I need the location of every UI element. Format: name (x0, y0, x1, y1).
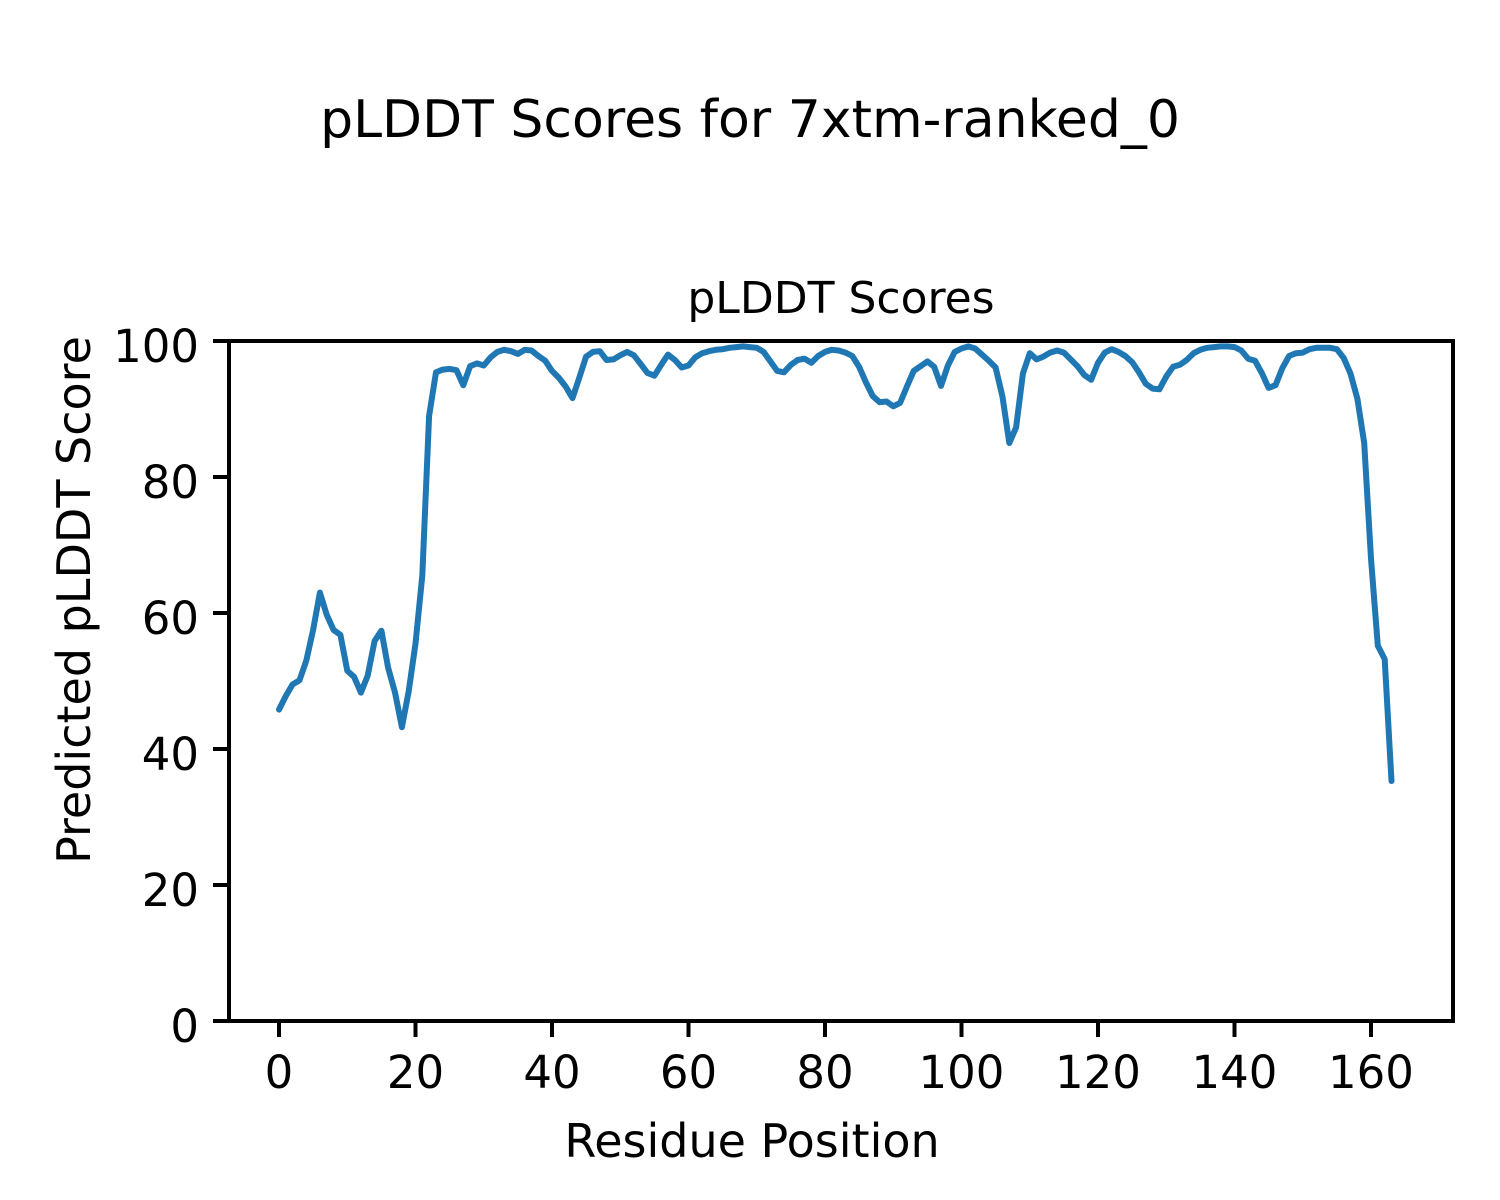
figure-title: pLDDT Scores for 7xtm-ranked_0 (320, 90, 1180, 150)
axes-frame (227, 339, 1455, 1023)
x-tick-label: 80 (796, 1046, 854, 1099)
axes-title: pLDDT Scores (687, 273, 995, 324)
x-tick-label: 160 (1328, 1046, 1414, 1099)
x-tick-label: 100 (918, 1046, 1005, 1099)
tick-marks (213, 339, 1373, 1037)
y-tick-label: 0 (170, 1000, 199, 1053)
plddt-line-series (276, 343, 1395, 784)
x-tick-label: 20 (386, 1046, 445, 1099)
x-tick-label: 140 (1191, 1046, 1278, 1099)
y-axis-label: Predicted pLDDT Score (47, 336, 101, 864)
x-tick-label: 40 (523, 1046, 581, 1099)
x-axis-label: Residue Position (564, 1114, 940, 1168)
y-tick-label: 60 (141, 592, 199, 645)
x-tick-label: 120 (1055, 1046, 1141, 1099)
y-tick-label: 40 (141, 728, 199, 781)
y-tick-label: 20 (141, 864, 199, 917)
y-tick-label: 80 (141, 456, 199, 509)
x-tick-label: 60 (659, 1046, 718, 1099)
x-tick-label: 0 (264, 1046, 294, 1099)
y-tick-label: 100 (113, 320, 199, 373)
